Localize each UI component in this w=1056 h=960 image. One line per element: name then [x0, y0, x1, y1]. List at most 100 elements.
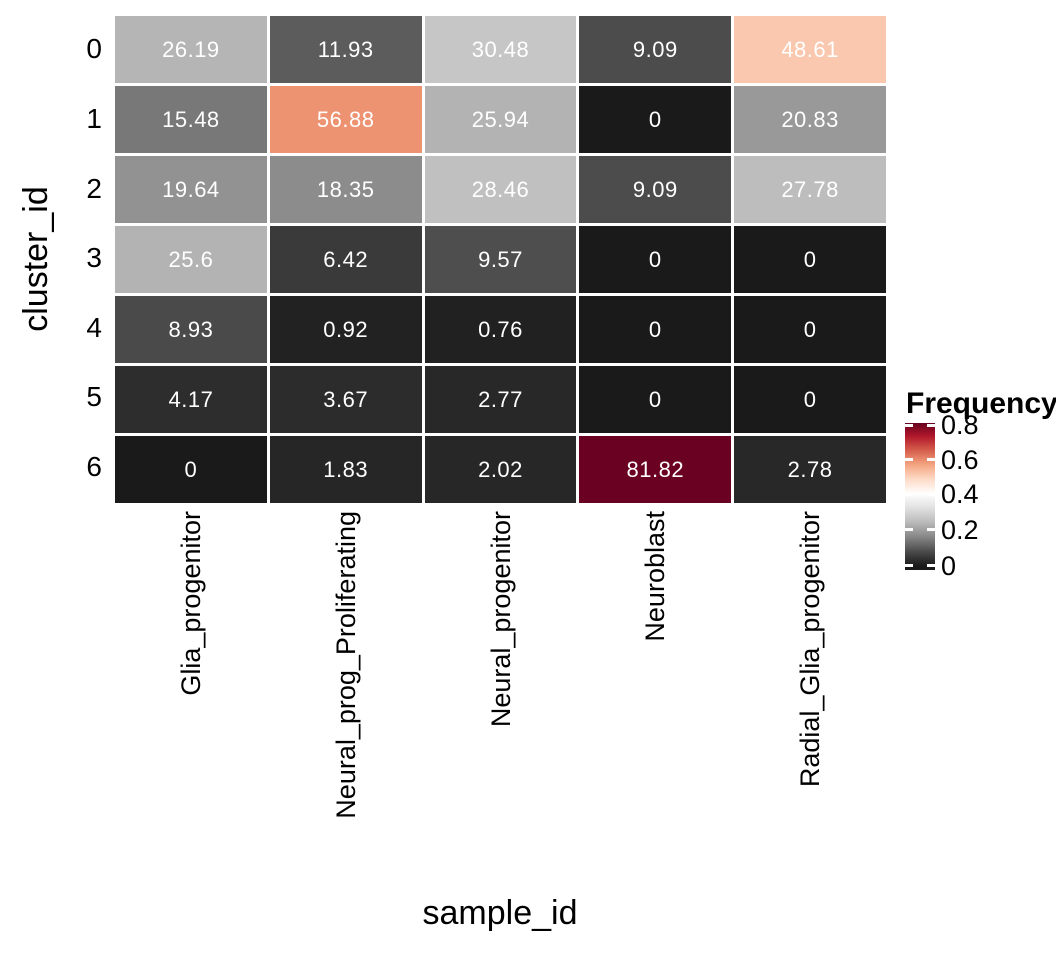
y-tick-label: 5 — [86, 381, 102, 412]
heatmap-cell: 0 — [579, 296, 732, 363]
heatmap-cell: 19.64 — [115, 156, 267, 223]
heatmap-cell: 0 — [734, 226, 886, 293]
heatmap-cell-value: 4.17 — [168, 386, 214, 412]
heatmap-cell: 1.83 — [269, 436, 422, 503]
heatmap-cell-value: 81.82 — [626, 456, 685, 482]
heatmap-cell-value: 0 — [803, 246, 817, 272]
heatmap-cell: 28.46 — [424, 156, 577, 223]
x-tick-label: Glia_progenitor — [176, 511, 206, 696]
heatmap-cell: 18.35 — [269, 156, 422, 223]
heatmap-cell: 0 — [579, 366, 732, 433]
legend-tick-label: 0.4 — [941, 479, 979, 509]
heatmap-cell-value: 9.09 — [632, 36, 678, 62]
heatmap-cell-value: 0 — [648, 316, 662, 342]
legend-tick-label: 0.2 — [941, 514, 979, 545]
heatmap-cell-value: 28.46 — [471, 176, 530, 202]
legend-tick-label: 0 — [941, 550, 957, 581]
heatmap-cell-value: 27.78 — [781, 176, 839, 202]
heatmap-grid: 26.19 11.93 30.48 9.09 48.61 15.48 56.88 25.94 0… — [115, 16, 886, 503]
heatmap-cell-value: 19.64 — [162, 176, 220, 202]
legend-tick-mark — [905, 564, 913, 567]
legend-tick-mark — [927, 492, 935, 496]
heatmap-cell: 0 — [734, 366, 886, 433]
heatmap-cell: 11.93 — [269, 16, 422, 83]
y-tick-label: 6 — [86, 451, 102, 482]
legend-tick-label: 0.8 — [941, 410, 979, 440]
y-tick-label: 1 — [86, 103, 102, 134]
legend-tick-mark — [927, 423, 935, 427]
legend-tick-mark — [927, 458, 935, 461]
heatmap-cell: 48.61 — [734, 16, 886, 83]
heatmap-cell-value: 18.35 — [316, 176, 375, 202]
heatmap-cell-value: 1.83 — [323, 456, 369, 482]
heatmap-cell-value: 11.93 — [317, 36, 374, 62]
heatmap-cell-value: 30.48 — [471, 36, 530, 62]
heatmap-cell: 27.78 — [734, 156, 886, 223]
heatmap-cell-value: 25.94 — [471, 106, 530, 132]
heatmap-cell: 2.02 — [424, 436, 577, 503]
heatmap-cell-value: 20.83 — [781, 106, 839, 132]
heatmap-cell: 25.6 — [115, 226, 267, 293]
heatmap-cell-value: 0 — [803, 316, 817, 342]
y-tick-label: 3 — [86, 242, 102, 273]
legend-tick-mark — [905, 492, 913, 496]
heatmap-cell: 3.67 — [269, 366, 422, 433]
y-tick-label: 2 — [86, 173, 102, 204]
legend-title: Frequency — [906, 387, 1056, 420]
heatmap-cell: 8.93 — [115, 296, 267, 363]
heatmap-cell: 9.09 — [579, 16, 732, 83]
heatmap-cell: 9.09 — [579, 156, 732, 223]
heatmap-cell: 9.57 — [424, 226, 577, 293]
y-tick-label: 0 — [86, 33, 102, 64]
heatmap-cell-value: 0.76 — [478, 316, 523, 342]
heatmap-cell-value: 25.6 — [168, 246, 214, 272]
heatmap-cell-value: 0 — [803, 386, 817, 412]
heatmap-cell: 15.48 — [115, 86, 267, 153]
y-axis-title: cluster_id — [17, 186, 55, 332]
heatmap-cell-value: 56.88 — [316, 106, 375, 132]
heatmap-cell-value: 0 — [648, 386, 662, 412]
heatmap-cell-value: 0 — [648, 246, 662, 272]
heatmap-cell: 20.83 — [734, 86, 886, 153]
heatmap-cell-value: 9.09 — [632, 176, 678, 202]
heatmap-cell: 0 — [115, 436, 267, 503]
x-tick-label: Radial_Glia_progenitor — [795, 511, 825, 788]
heatmap-cell-value: 9.57 — [478, 246, 523, 272]
heatmap-cell-value: 15.48 — [162, 106, 220, 132]
heatmap-cell: 4.17 — [115, 366, 267, 433]
heatmap-cell: 0.92 — [269, 296, 422, 363]
heatmap-cell: 0 — [579, 86, 732, 153]
x-tick-label: Neural_prog_Proliferating — [331, 511, 361, 819]
heatmap-cell: 2.77 — [424, 366, 577, 433]
heatmap-cell: 30.48 — [424, 16, 577, 83]
heatmap-cell-value: 2.02 — [478, 456, 523, 482]
heatmap-cell-value: 8.93 — [168, 316, 214, 342]
legend-tick-label: 0.6 — [941, 444, 979, 475]
x-axis-title: sample_id — [422, 894, 578, 932]
heatmap-cell-value: 0 — [648, 106, 662, 132]
legend-tick-mark — [927, 564, 935, 567]
heatmap-cell: 6.42 — [269, 226, 422, 293]
heatmap-cell: 56.88 — [269, 86, 422, 153]
heatmap-cell-value: 2.78 — [787, 456, 833, 482]
heatmap-cell-value: 26.19 — [162, 36, 220, 62]
heatmap-cell: 0.76 — [424, 296, 577, 363]
heatmap-cell: 2.78 — [734, 436, 886, 503]
heatmap-cell: 81.82 — [579, 436, 732, 503]
legend-tick-mark — [927, 528, 935, 531]
heatmap-cell-value: 6.42 — [323, 246, 369, 272]
legend-tick-mark — [905, 528, 913, 531]
heatmap-cell-value: 48.61 — [781, 36, 839, 62]
heatmap-cell: 26.19 — [115, 16, 267, 83]
legend-tick-mark — [905, 458, 913, 461]
colorbar-gradient — [905, 423, 935, 570]
heatmap-cell-value: 2.77 — [478, 386, 523, 412]
heatmap-cell: 25.94 — [424, 86, 577, 153]
heatmap-cell-value: 0.92 — [323, 316, 369, 342]
x-tick-label: Neuroblast — [640, 511, 670, 642]
heatmap-cell-value: 3.67 — [323, 386, 369, 412]
heatmap-cell: 0 — [579, 226, 732, 293]
x-tick-label: Neural_progenitor — [486, 511, 516, 728]
heatmap-cell: 0 — [734, 296, 886, 363]
